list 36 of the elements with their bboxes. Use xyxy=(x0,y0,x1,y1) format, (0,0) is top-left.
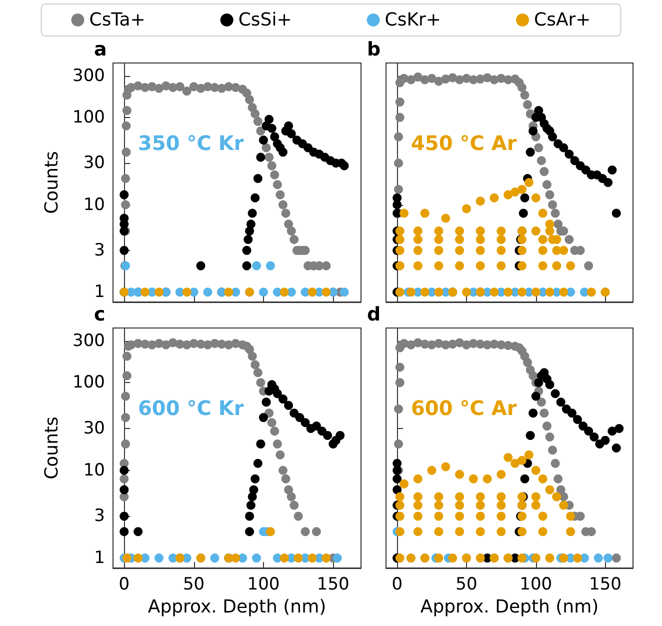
legend-label: CsAr+ xyxy=(534,10,591,30)
annotation: 600 °C Kr xyxy=(138,396,244,420)
y-tick-label: 3 xyxy=(94,240,105,260)
legend-label: CsKr+ xyxy=(384,10,442,30)
y-tick-label: 300 xyxy=(72,330,105,351)
x-tick-label: 50 xyxy=(182,574,205,594)
chart-title: b xyxy=(367,38,381,60)
y-tick-label: 10 xyxy=(83,460,105,480)
x-axis-title: Approx. Depth (nm) xyxy=(420,596,599,618)
chart-title: c xyxy=(94,304,106,326)
y-tick-label: 1 xyxy=(94,282,105,302)
y-tick-label: 3 xyxy=(94,506,105,526)
y-tick-label: 100 xyxy=(72,107,105,128)
y-axis-title: Counts xyxy=(42,416,62,480)
x-tick-label: 50 xyxy=(456,574,478,594)
y-tick-label: 100 xyxy=(72,372,105,393)
annotation: 350 °C Kr xyxy=(138,131,244,155)
y-tick-label: 30 xyxy=(83,153,105,174)
x-tick-label: 150 xyxy=(316,574,350,594)
x-tick-label: 100 xyxy=(520,574,552,594)
x-tick-label: 0 xyxy=(118,574,130,594)
legend-label: CsSi+ xyxy=(238,10,292,30)
x-tick-label: 0 xyxy=(392,574,403,594)
x-axis-title: Approx. Depth (nm) xyxy=(148,596,326,618)
x-tick-label: 100 xyxy=(247,574,280,594)
y-tick-label: 10 xyxy=(83,194,105,215)
chart-title: d xyxy=(367,304,381,326)
y-axis-title: Counts xyxy=(42,151,62,214)
x-tick-label: 150 xyxy=(589,574,622,594)
annotation: 450 °C Ar xyxy=(411,131,517,155)
y-tick-label: 1 xyxy=(94,548,105,568)
annotation: 600 °C Ar xyxy=(411,396,517,420)
y-tick-label: 30 xyxy=(83,418,105,439)
chart-title: a xyxy=(94,38,107,60)
y-tick-label: 300 xyxy=(72,66,105,86)
legend-label: CsTa+ xyxy=(89,10,146,30)
